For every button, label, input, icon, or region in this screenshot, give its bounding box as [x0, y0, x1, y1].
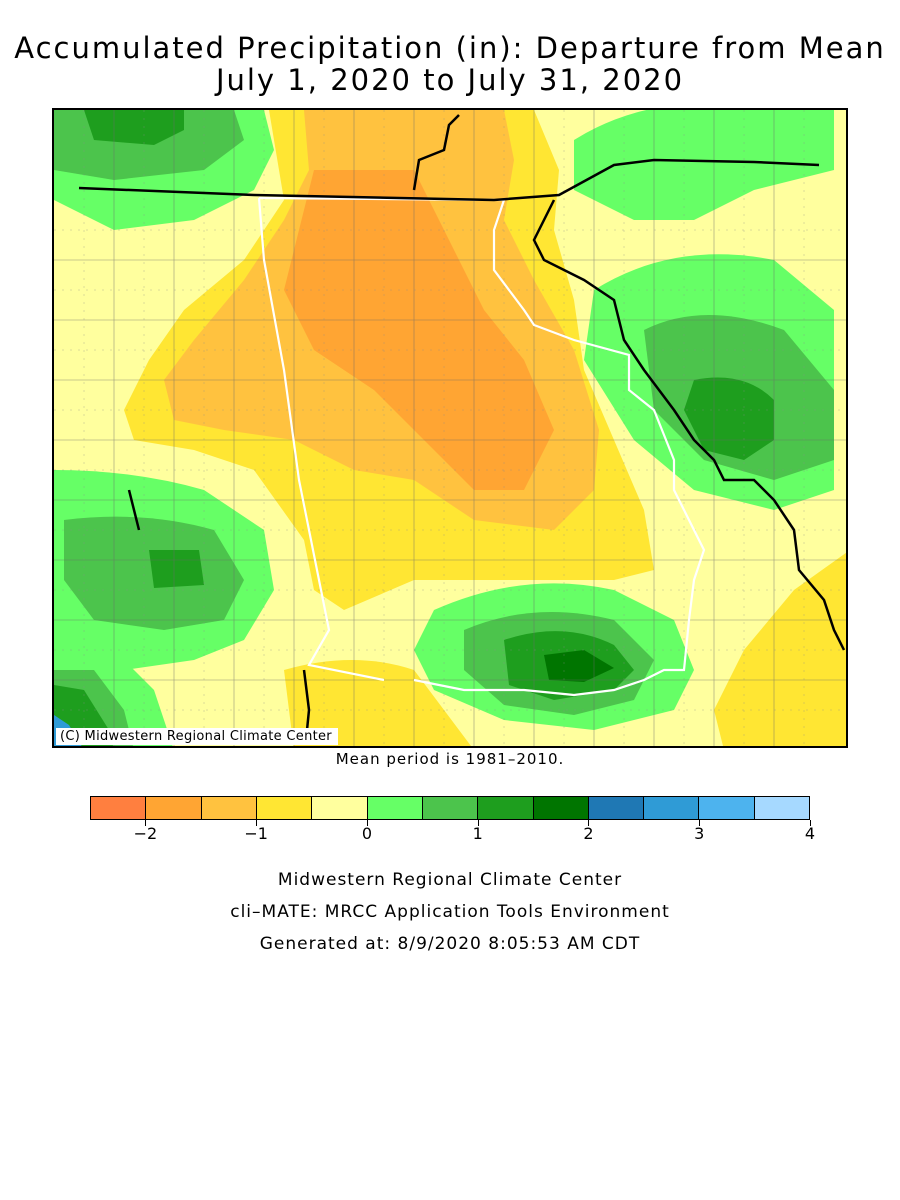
legend-tick [477, 820, 479, 826]
legend-bin [533, 797, 589, 819]
dry-zone-southeast [714, 552, 846, 746]
legend-tick [699, 820, 701, 826]
map-title-line1: Accumulated Precipitation (in): Departur… [14, 31, 886, 65]
legend-tick-label: −2 [133, 824, 158, 843]
map-canvas [54, 110, 846, 746]
mean-period-note: Mean period is 1981–2010. [335, 750, 565, 768]
legend-bin [699, 797, 755, 819]
legend-bin [146, 797, 202, 819]
boundary-line-north-stub [412, 114, 460, 191]
legend-tick-label: 0 [361, 824, 373, 843]
legend-tick-label: 2 [583, 824, 594, 843]
legend-bin [754, 797, 810, 819]
legend-bin [644, 797, 700, 819]
legend-tick [145, 820, 147, 826]
footer-tool: cli–MATE: MRCC Application Tools Environ… [230, 902, 670, 922]
legend-tick-label: 1 [472, 824, 483, 843]
legend-bin [478, 797, 534, 819]
state-line-georgia-north [258, 196, 706, 697]
wet-zone-northeast [574, 110, 834, 220]
footer-org: Midwestern Regional Climate Center [277, 870, 623, 890]
state-line-alabama-west [257, 197, 385, 682]
legend-tick [588, 820, 590, 826]
legend-bin [588, 797, 645, 819]
legend-tick [256, 820, 258, 826]
boundary-line-east [532, 199, 846, 651]
legend-tick [366, 820, 368, 826]
legend-bin [256, 797, 313, 819]
map-title-line2: July 1, 2020 to July 31, 2020 [215, 63, 685, 97]
color-legend [90, 796, 810, 820]
legend-bin [312, 797, 368, 819]
map-credit: (C) Midwestern Regional Climate Center [56, 728, 338, 745]
legend-bin [422, 797, 479, 819]
dry-zone-south [284, 660, 471, 746]
legend-bin [201, 797, 257, 819]
legend-tick-label: 3 [694, 824, 705, 843]
legend-bin [367, 797, 423, 819]
legend-bin [91, 797, 147, 819]
legend-tick-label: −1 [244, 824, 268, 843]
precip-departure-map [52, 108, 848, 748]
footer-generated: Generated at: 8/9/2020 8:05:53 AM CDT [259, 934, 641, 954]
boundary-line-north [78, 158, 820, 202]
legend-tick [810, 820, 811, 826]
legend-tick-label: 4 [804, 824, 816, 843]
